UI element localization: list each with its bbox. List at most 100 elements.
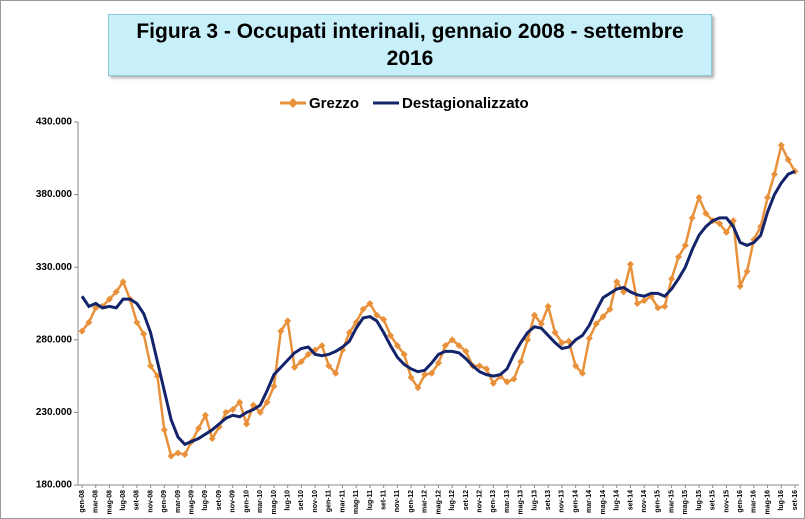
x-tick-label: gen-13 <box>490 490 497 513</box>
data-point <box>181 451 189 459</box>
x-tick-label: mag-10 <box>271 490 278 515</box>
data-point <box>400 350 408 358</box>
data-point <box>318 342 326 350</box>
data-point <box>222 408 230 416</box>
data-point <box>702 209 710 217</box>
data-point <box>455 342 463 350</box>
x-tick-label: set-11 <box>380 490 387 510</box>
data-point <box>777 141 785 149</box>
x-tick-label: mag-11 <box>353 490 360 514</box>
x-tick-label: gen-08 <box>79 490 86 513</box>
data-point <box>510 375 518 383</box>
data-point <box>489 379 497 387</box>
x-tick-label: nov-14 <box>641 490 648 513</box>
legend-label: Grezzo <box>309 95 359 112</box>
data-point <box>661 302 669 310</box>
data-point <box>476 362 484 370</box>
data-point <box>105 295 113 303</box>
data-point <box>716 220 724 228</box>
data-point <box>414 384 422 392</box>
data-point <box>688 214 696 222</box>
x-tick-label: nov-15 <box>723 490 730 513</box>
data-point <box>592 320 600 328</box>
x-tick-label: mag-14 <box>600 490 607 515</box>
data-point <box>119 278 127 286</box>
x-tick-label: mar-12 <box>422 490 429 513</box>
data-point <box>421 371 429 379</box>
y-tick-label: 330.000 <box>36 262 73 273</box>
data-point <box>277 327 285 335</box>
data-point <box>551 329 559 337</box>
x-tick-label: nov-10 <box>312 490 319 513</box>
data-point <box>517 358 525 366</box>
x-tick-label: mag-09 <box>189 490 196 515</box>
data-point <box>291 363 299 371</box>
x-tick-label: lug-16 <box>778 490 785 511</box>
data-point <box>578 369 586 377</box>
data-point <box>572 362 580 370</box>
data-point <box>140 330 148 338</box>
data-point <box>284 317 292 325</box>
data-point <box>565 337 573 345</box>
data-point <box>784 156 792 164</box>
data-point <box>373 311 381 319</box>
x-tick-label: mag-13 <box>518 490 525 515</box>
x-tick-label: mag-15 <box>682 490 689 515</box>
x-tick-label: lug-14 <box>614 490 621 511</box>
x-tick-label: set-13 <box>545 490 552 510</box>
data-point <box>674 253 682 261</box>
x-tick-label: nov-13 <box>559 490 566 513</box>
data-point <box>263 398 271 406</box>
x-tick-label: gen-11 <box>326 490 333 512</box>
data-point <box>428 369 436 377</box>
x-tick-label: nov-11 <box>394 490 401 512</box>
x-tick-label: mar-16 <box>751 490 758 513</box>
data-point <box>229 405 237 413</box>
data-point <box>359 305 367 313</box>
data-point <box>167 452 175 460</box>
data-point <box>668 275 676 283</box>
data-point <box>201 411 209 419</box>
data-point <box>174 449 182 457</box>
x-tick-label: mag-16 <box>764 490 771 515</box>
x-tick-label: nov-09 <box>230 490 237 513</box>
data-point <box>345 329 353 337</box>
data-point <box>366 300 374 307</box>
x-tick-label: lug-15 <box>696 490 703 511</box>
x-tick-label: mag-12 <box>435 490 442 515</box>
data-point <box>160 426 168 434</box>
x-tick-label: set-14 <box>627 490 634 510</box>
data-point <box>503 378 511 386</box>
x-tick-label: mar-15 <box>668 490 675 513</box>
x-tick-label: lug-11 <box>367 490 374 510</box>
data-point <box>325 362 333 370</box>
x-tick-label: lug-12 <box>449 490 456 511</box>
x-tick-label: mar-11 <box>339 490 346 513</box>
y-tick-label: 280.000 <box>36 334 73 345</box>
data-point <box>85 318 93 326</box>
data-point <box>393 342 401 350</box>
x-tick-label: nov-08 <box>147 490 154 513</box>
data-point <box>407 374 415 382</box>
x-tick-label: lug-10 <box>285 490 292 511</box>
data-point <box>208 435 216 443</box>
data-point <box>435 359 442 367</box>
data-point <box>544 302 552 310</box>
x-tick-label: gen-09 <box>161 490 168 513</box>
x-tick-label: set-15 <box>710 490 717 510</box>
data-point <box>599 313 607 321</box>
data-point <box>243 420 251 428</box>
data-point <box>236 398 244 406</box>
data-point <box>770 170 778 178</box>
y-tick-label: 180.000 <box>36 480 73 491</box>
data-point <box>743 268 751 276</box>
data-point <box>332 369 340 377</box>
data-point <box>736 282 744 290</box>
data-point <box>613 278 621 286</box>
data-point <box>270 382 278 390</box>
data-point <box>681 241 689 249</box>
x-tick-label: mar-10 <box>257 490 264 513</box>
x-tick-label: lug-09 <box>202 490 209 511</box>
